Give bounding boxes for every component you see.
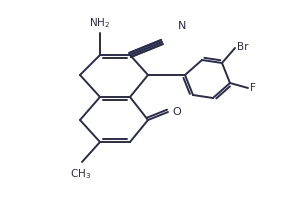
Text: Br: Br — [237, 42, 248, 52]
Text: N: N — [178, 21, 186, 31]
Text: CH$_3$: CH$_3$ — [70, 167, 92, 181]
Text: F: F — [250, 83, 256, 93]
Text: O: O — [172, 107, 181, 117]
Text: NH$_2$: NH$_2$ — [89, 16, 111, 30]
